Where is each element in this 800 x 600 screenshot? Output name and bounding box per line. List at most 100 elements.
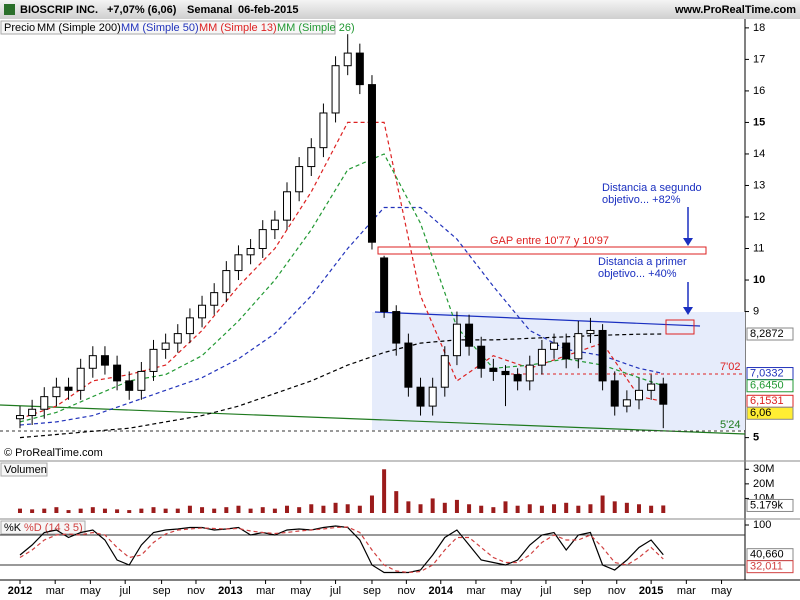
legend-item: MM (Simple 50) [121,22,199,34]
volume-bar [139,508,144,513]
legend-item: %K [4,522,22,534]
y-tick-label: 20M [753,478,774,490]
channel-top [374,311,701,327]
x-tick-label: may [501,585,522,597]
volume-bar [187,505,192,513]
volume-bar [309,504,314,513]
volume-bar [552,504,557,513]
candle-body [428,386,437,407]
volume-bar [285,505,290,513]
candle-body [634,389,643,401]
volume-bar [90,507,95,513]
x-tick-label: nov [187,585,205,597]
level-label: 5'24 [720,419,740,431]
volume-bar [200,507,205,513]
header-bar [0,0,800,19]
candle-body [173,333,182,344]
x-tick-label: nov [397,585,415,597]
volume-bar [394,491,399,513]
volume-bar [236,505,241,513]
volume-bar [442,502,447,513]
candle-body [404,342,413,388]
y-tick-label: 100 [753,519,771,531]
volume-bar [102,508,107,513]
candle-body [28,408,37,417]
header-site: www.ProRealTime.com [674,4,796,16]
x-tick-label: mar [256,585,275,597]
moving-average [19,206,664,426]
target-label: Distancia a primer [598,256,687,268]
legend-item: %D (14 3 5) [24,522,83,534]
candle-body [270,219,279,231]
candle-body [440,355,449,388]
volume-bar [357,505,362,513]
candle-body [477,345,486,369]
volume-bar [479,505,484,513]
legend-box [0,462,48,477]
last-value-label: 40,660 [750,549,784,561]
legend-item: MM (Simple 13) [199,22,277,34]
candle-body [161,342,170,350]
copyright: © ProRealTime.com [4,447,103,459]
x-tick-label: 2015 [639,585,663,597]
x-tick-label: jul [329,585,341,597]
last-value-label: 6,06 [750,407,771,419]
volume-bar [78,508,83,513]
x-tick-label: nov [608,585,626,597]
candle-body [52,386,61,398]
arrow-head [683,238,693,246]
candle-body [574,333,583,360]
volume-bar [297,507,302,513]
volume-bar [260,507,265,513]
volume-bar [127,510,132,513]
candle-body [610,380,619,407]
x-tick-label: jul [539,585,551,597]
volume-bar [418,504,423,513]
y-tick-label: 30M [753,463,774,475]
volume-bar [248,508,253,513]
candle-body [622,399,631,407]
x-tick-label: may [711,585,732,597]
volume-bar [564,502,569,513]
volume-bar [66,510,71,513]
candle-body [258,229,267,250]
candle-body [647,383,656,391]
header-date: 06-feb-2015 [238,4,299,16]
volume-bar [624,502,629,513]
volume-bar [212,508,217,513]
y-tick-label: 17 [753,53,765,65]
candle-body [465,323,474,347]
volume-bar [321,505,326,513]
candle-body [392,311,401,344]
volume-bar [406,501,411,513]
candle-body [489,367,498,372]
volume-bar [345,504,350,513]
candle-body [550,342,559,350]
volume-bar [54,507,59,513]
y-tick-label: 10 [753,274,765,286]
candle-body [88,355,97,369]
volume-bar [503,501,508,513]
candle-body [113,364,122,382]
candle-body [586,329,595,335]
last-value-label: 5.179k [750,499,784,511]
volume-bar [588,504,593,513]
candle-body [501,370,510,376]
candle-body [198,304,207,319]
stochastic-line [19,526,664,574]
header-change: +7,07% (6,06) [107,4,177,16]
candle-body [367,84,376,243]
y-tick-label: 15 [753,116,765,128]
volume-bar [612,501,617,513]
header-period: Semanal [187,4,232,16]
volume-bar [272,508,277,513]
candle-body [416,386,425,407]
volume-bar [163,508,168,513]
legend-item: MM (Simple 26) [277,22,355,34]
header-title: BIOSCRIP INC. [20,4,98,16]
volume-bar [333,502,338,513]
candle-body [537,348,546,366]
last-value-box [746,379,794,393]
candle-body [659,383,668,405]
